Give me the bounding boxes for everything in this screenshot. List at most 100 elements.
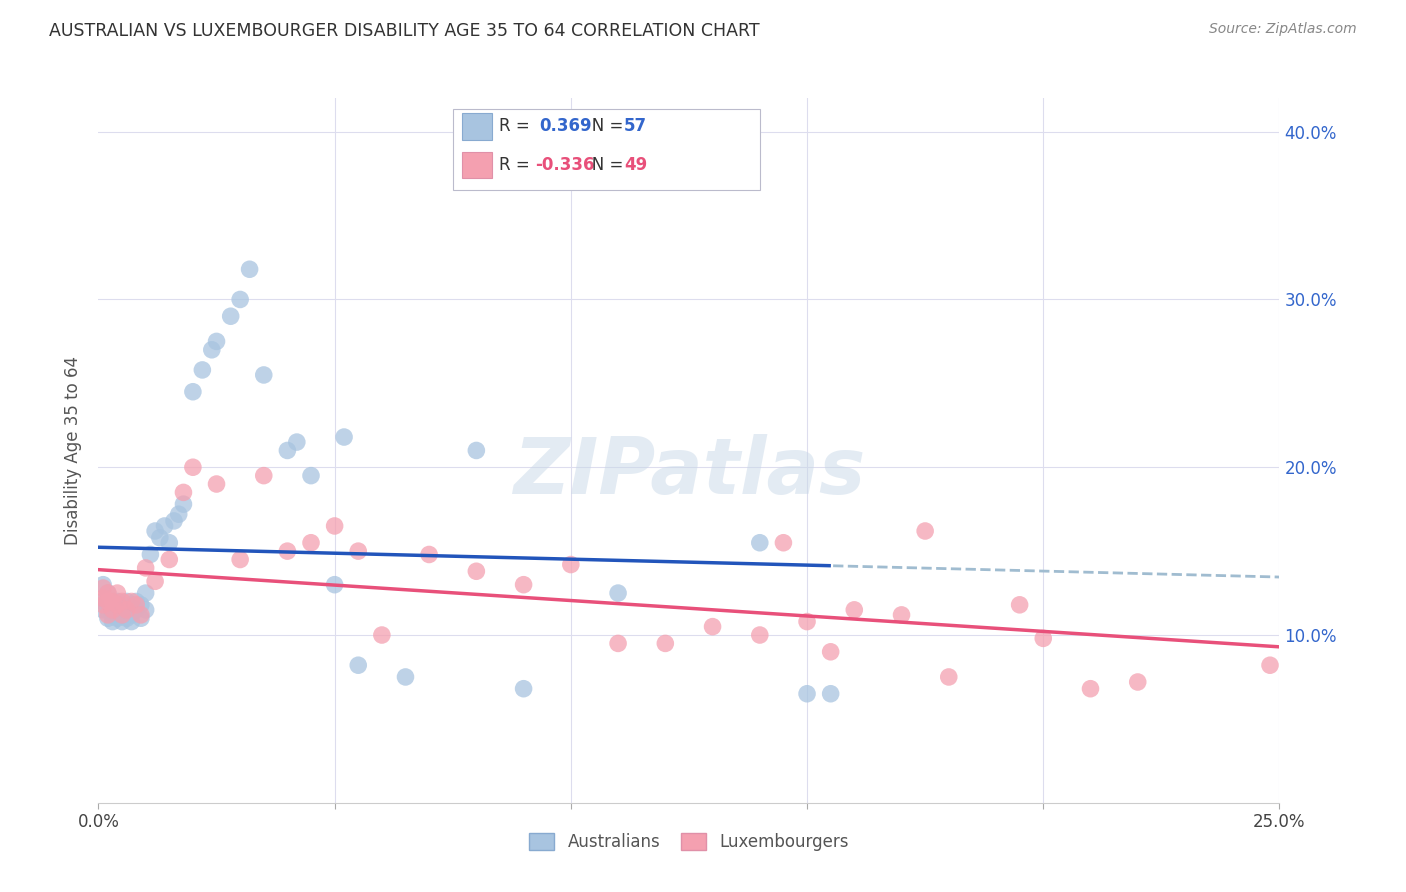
Point — [153, 519, 176, 533]
Point — [796, 615, 818, 629]
Point — [125, 598, 148, 612]
Point — [135, 561, 157, 575]
Point — [111, 607, 134, 622]
Point — [181, 460, 204, 475]
Point — [276, 443, 298, 458]
Point — [139, 548, 162, 562]
Point — [560, 558, 582, 572]
Point — [702, 620, 724, 634]
Point — [115, 603, 138, 617]
Point — [101, 607, 124, 622]
Text: 57: 57 — [624, 118, 647, 136]
Point — [115, 594, 138, 608]
Point — [465, 443, 488, 458]
Point — [101, 615, 124, 629]
Point — [91, 594, 114, 608]
Point — [101, 594, 124, 608]
Point — [1126, 675, 1149, 690]
Point — [163, 514, 186, 528]
Point — [333, 430, 356, 444]
Point — [371, 628, 394, 642]
Point — [121, 607, 143, 622]
Point — [299, 535, 322, 549]
Point — [394, 670, 416, 684]
Point — [285, 435, 308, 450]
Point — [172, 485, 194, 500]
Point — [938, 670, 960, 684]
Legend: Australians, Luxembourgers: Australians, Luxembourgers — [523, 826, 855, 858]
Text: 0.369: 0.369 — [538, 118, 592, 136]
Point — [101, 598, 124, 612]
Text: N =: N = — [575, 118, 628, 136]
Point — [418, 548, 440, 562]
Point — [111, 607, 134, 622]
Point — [97, 586, 120, 600]
Point — [890, 607, 912, 622]
Point — [97, 594, 120, 608]
Point — [1258, 658, 1281, 673]
Point — [135, 586, 157, 600]
Point — [914, 524, 936, 538]
Point — [512, 577, 534, 591]
Point — [239, 262, 262, 277]
Point — [172, 497, 194, 511]
Point — [1008, 598, 1031, 612]
Point — [157, 552, 180, 566]
Point — [97, 586, 120, 600]
Point — [748, 535, 770, 549]
Point — [121, 594, 143, 608]
Point — [97, 607, 120, 622]
Point — [347, 658, 370, 673]
Point — [105, 594, 128, 608]
Point — [129, 598, 152, 612]
Point — [607, 636, 630, 650]
Point — [607, 586, 630, 600]
Point — [820, 687, 842, 701]
Point — [105, 611, 128, 625]
Point — [1032, 632, 1054, 646]
Point — [820, 645, 842, 659]
Point — [347, 544, 370, 558]
Y-axis label: Disability Age 35 to 64: Disability Age 35 to 64 — [65, 356, 83, 545]
Point — [512, 681, 534, 696]
Point — [181, 384, 204, 399]
Point — [135, 603, 157, 617]
Point — [149, 531, 172, 545]
Text: ZIPatlas: ZIPatlas — [513, 434, 865, 509]
Point — [1080, 681, 1102, 696]
Point — [105, 598, 128, 612]
Point — [115, 611, 138, 625]
Point — [101, 603, 124, 617]
Point — [253, 368, 276, 382]
Point — [299, 468, 322, 483]
Point — [111, 615, 134, 629]
Point — [91, 591, 114, 606]
Point — [229, 552, 252, 566]
Point — [253, 468, 276, 483]
Point — [121, 615, 143, 629]
Point — [97, 603, 120, 617]
Point — [143, 524, 166, 538]
Point — [772, 535, 794, 549]
Point — [219, 310, 242, 324]
Point — [796, 687, 818, 701]
Point — [844, 603, 866, 617]
Point — [91, 577, 114, 591]
Point — [105, 603, 128, 617]
Point — [748, 628, 770, 642]
Point — [191, 363, 214, 377]
Point — [111, 598, 134, 612]
Point — [105, 586, 128, 600]
Point — [91, 603, 114, 617]
Point — [157, 535, 180, 549]
Text: N =: N = — [575, 156, 628, 174]
Point — [654, 636, 676, 650]
Point — [111, 594, 134, 608]
Point — [229, 293, 252, 307]
Point — [143, 574, 166, 589]
Text: Source: ZipAtlas.com: Source: ZipAtlas.com — [1209, 22, 1357, 37]
Point — [465, 564, 488, 578]
Point — [323, 577, 346, 591]
Text: R =: R = — [499, 156, 534, 174]
Point — [97, 611, 120, 625]
